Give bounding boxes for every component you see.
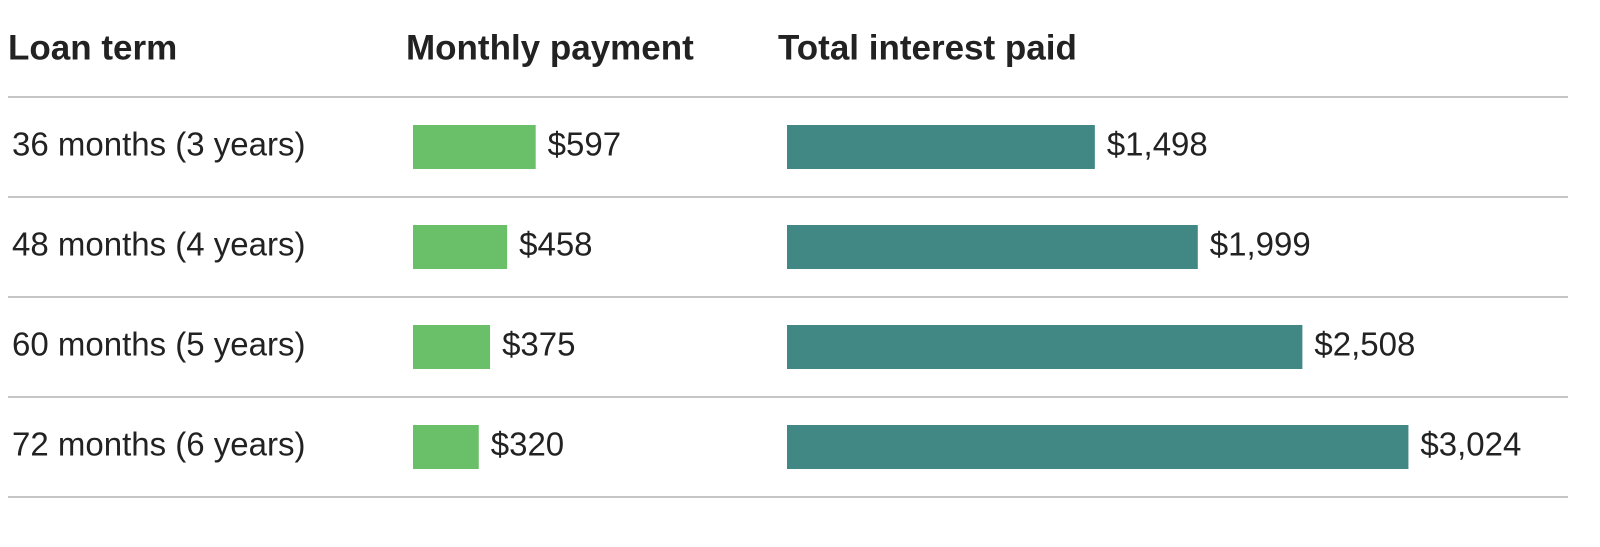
value-label: $1,999 [1210, 226, 1311, 263]
bar [787, 325, 1303, 369]
value-label: $597 [548, 126, 621, 163]
bar [413, 125, 536, 169]
row-label: 36 months (3 years) [12, 126, 305, 163]
value-label: $458 [519, 226, 592, 263]
value-label: $3,024 [1420, 426, 1521, 463]
row-label: 60 months (5 years) [12, 326, 305, 363]
column-header: Monthly payment [406, 28, 694, 67]
bar [787, 225, 1198, 269]
column-header: Total interest paid [778, 28, 1077, 67]
column-header: Loan term [8, 28, 177, 67]
bar [413, 225, 508, 269]
value-label: $2,508 [1314, 326, 1415, 363]
value-label: $375 [502, 326, 575, 363]
bar [787, 425, 1409, 469]
value-label: $1,498 [1107, 126, 1208, 163]
row-label: 72 months (6 years) [12, 426, 305, 463]
bar [787, 125, 1095, 169]
value-label: $320 [491, 426, 564, 463]
bar [413, 325, 491, 369]
bar [413, 425, 479, 469]
row-label: 48 months (4 years) [12, 226, 305, 263]
